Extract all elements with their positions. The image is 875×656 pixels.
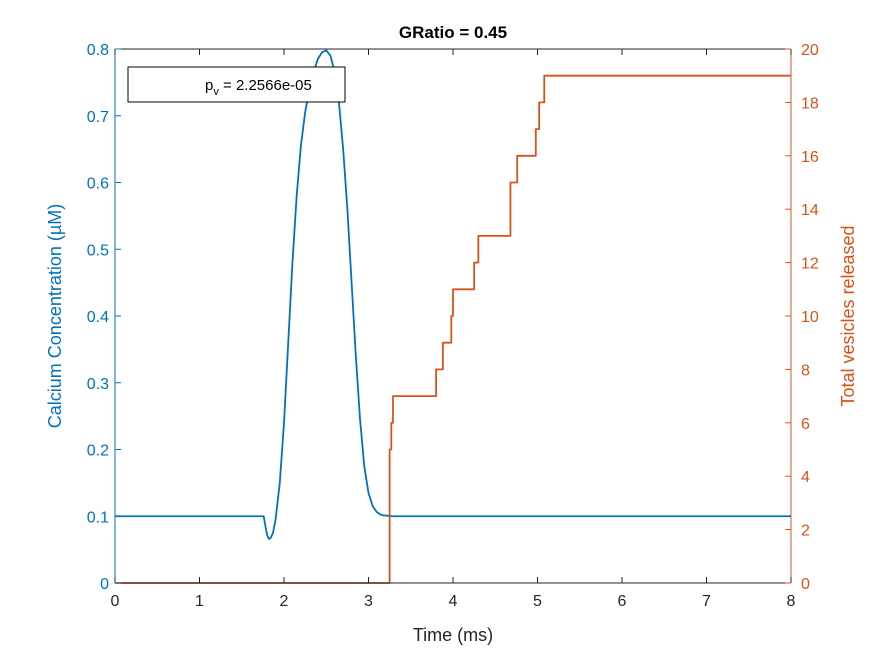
y-left-tick-label: 0.3	[87, 376, 109, 393]
y-right-tick-label: 8	[801, 362, 810, 379]
annotation-prefix: p	[205, 77, 213, 94]
x-tick-label: 4	[449, 593, 458, 610]
y-right-tick-label: 4	[801, 469, 810, 486]
ticks-layer: 0 1 2 3 4 5 6 7 800.10.20.30.40.50.60.70.8024681…	[87, 42, 819, 610]
y-left-tick-label: 0.7	[87, 109, 109, 126]
y-axis-right-label: Total vesicles released	[838, 225, 858, 406]
x-tick-label: 7	[702, 593, 711, 610]
y-left-tick-label: 0.1	[87, 509, 109, 526]
x-tick-label: 8	[787, 593, 796, 610]
y-left-tick-label: 0.8	[87, 42, 109, 59]
annotation-subscript: v	[213, 86, 219, 98]
calcium-concentration-line	[115, 49, 791, 540]
y-right-tick-label: 16	[801, 149, 819, 166]
y-left-tick-label: 0.4	[87, 309, 109, 326]
x-tick-label: 5	[533, 593, 542, 610]
y-right-tick-label: 0	[801, 576, 810, 593]
annotation-value: = 2.2566e-05	[219, 77, 312, 94]
series-layer	[115, 49, 791, 584]
y-right-tick-label: 10	[801, 309, 819, 326]
y-right-tick-label: 6	[801, 416, 810, 433]
y-right-tick-label: 14	[801, 202, 819, 219]
y-axis-left-label: Calcium Concentration (µM)	[45, 204, 65, 428]
x-tick-label: 1	[195, 593, 204, 610]
y-right-tick-label: 12	[801, 256, 819, 273]
x-tick-label: 0	[111, 593, 120, 610]
y-left-tick-label: 0	[100, 576, 109, 593]
x-tick-label: 2	[280, 593, 289, 610]
chart-title: GRatio = 0.45	[399, 23, 507, 42]
x-tick-label: 6	[618, 593, 627, 610]
y-right-tick-label: 2	[801, 523, 810, 540]
y-right-tick-label: 18	[801, 95, 819, 112]
y-right-tick-label: 20	[801, 42, 819, 59]
y-left-tick-label: 0.2	[87, 443, 109, 460]
annotation-box-border	[127, 66, 346, 103]
x-tick-label: 3	[364, 593, 373, 610]
annotation-text: pv = 2.2566e-05	[205, 77, 312, 98]
vesicles-released-step-line	[115, 74, 791, 584]
y-left-tick-label: 0.5	[87, 242, 109, 259]
pv-annotation-box: pv = 2.2566e-05	[127, 66, 346, 103]
y-left-tick-label: 0.6	[87, 176, 109, 193]
x-axis-label: Time (ms)	[413, 625, 493, 645]
